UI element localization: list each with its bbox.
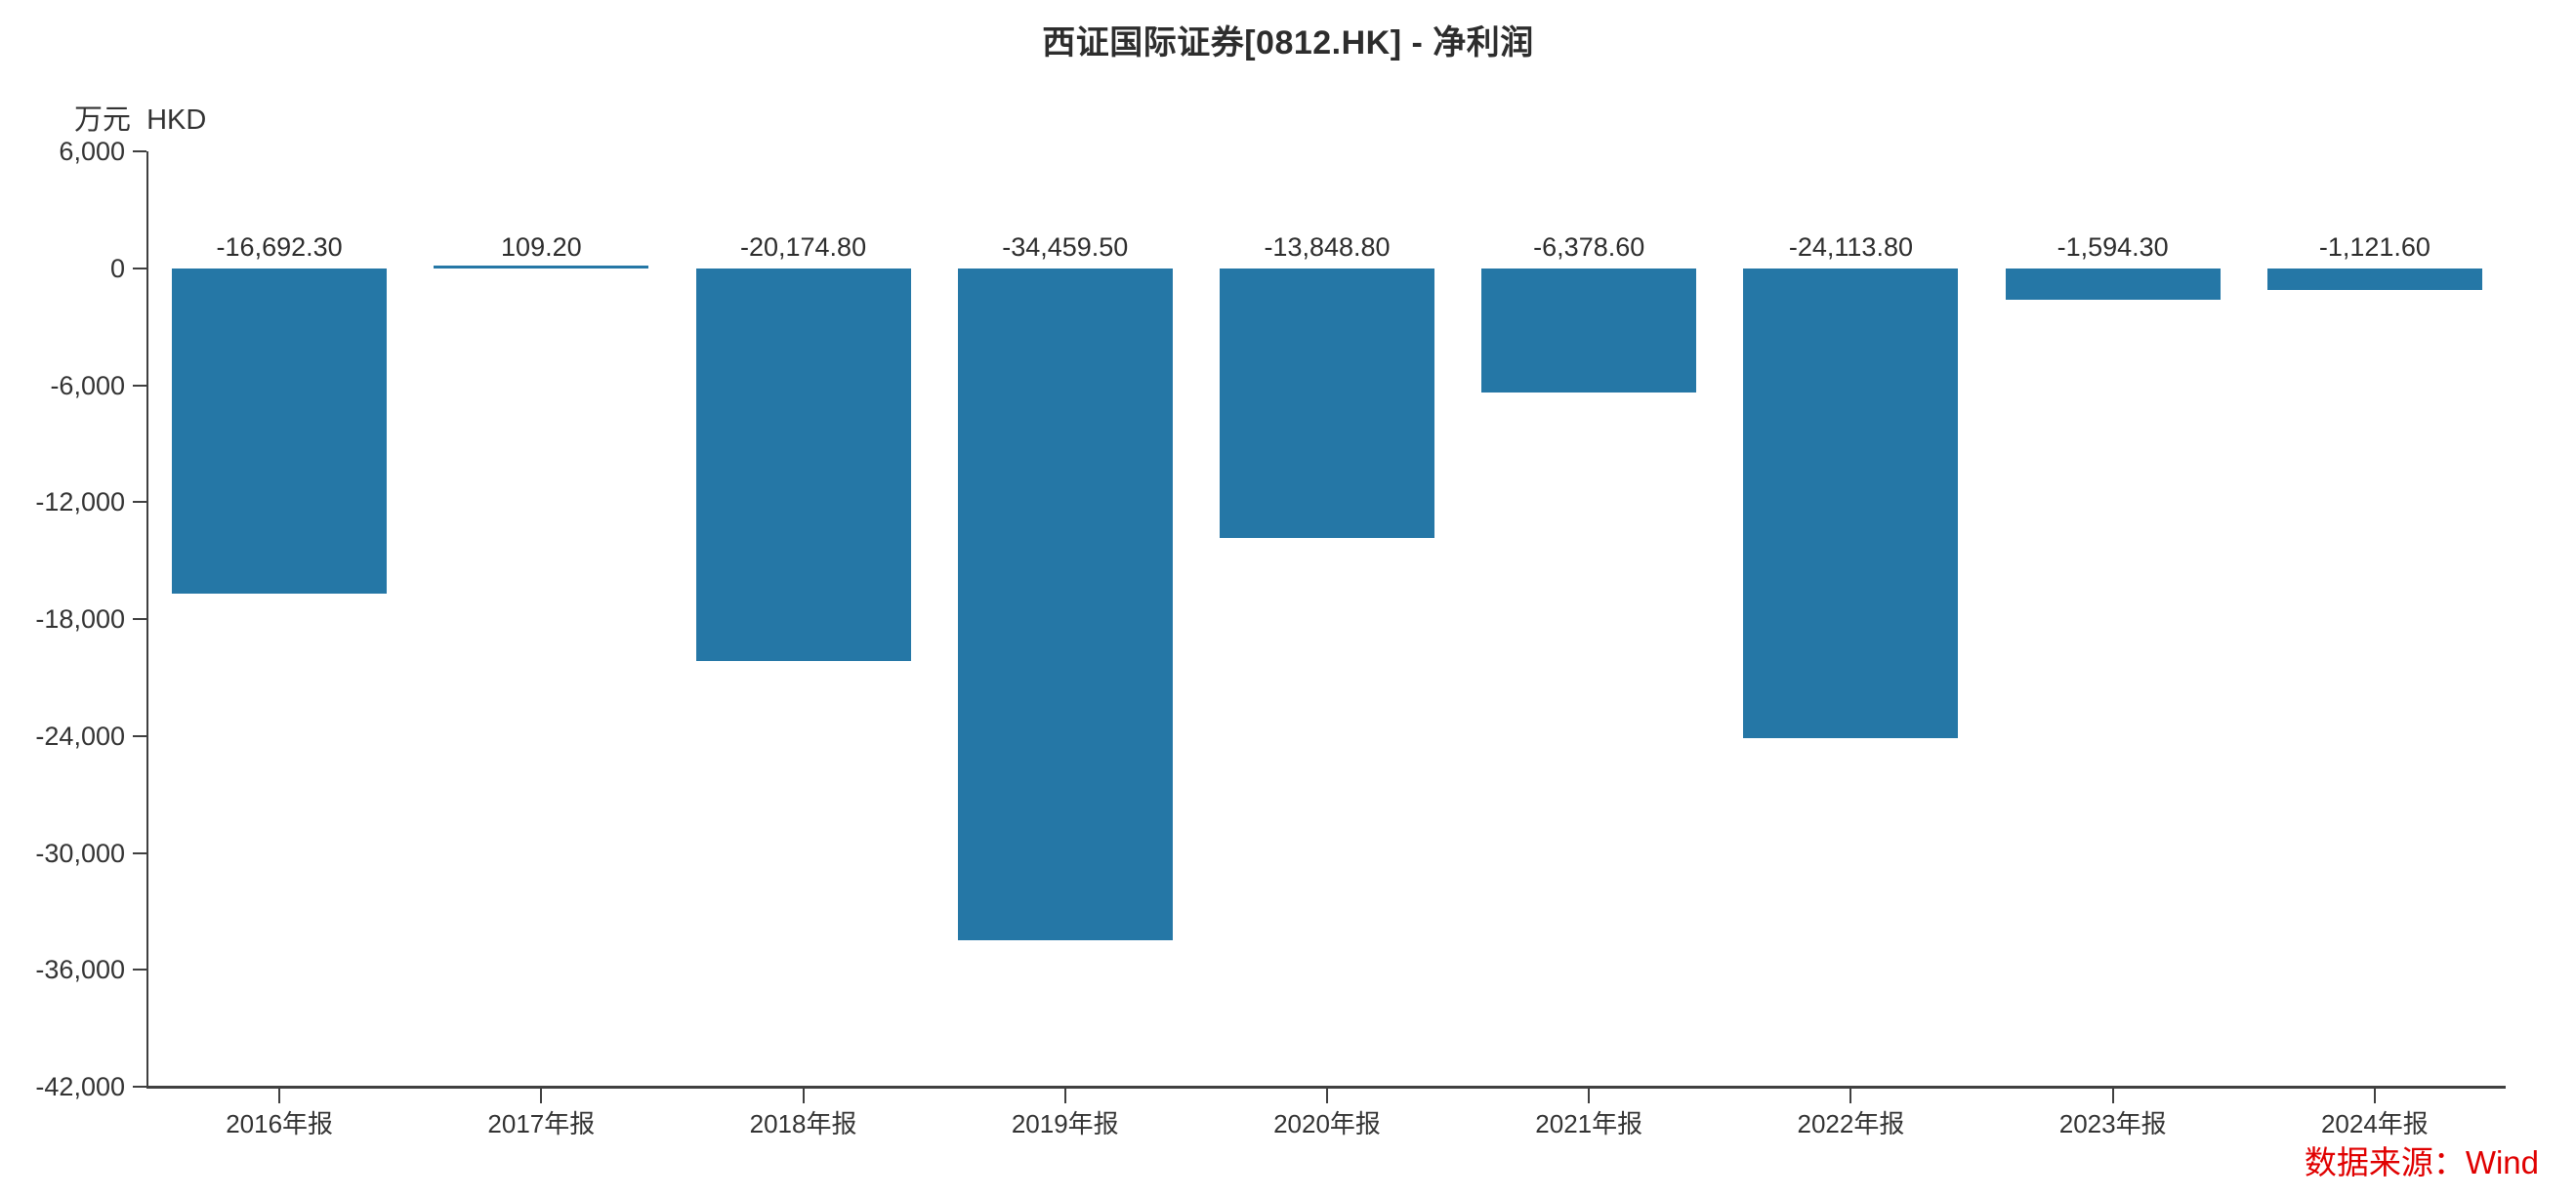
y-axis-tick-label: -30,000	[35, 838, 125, 868]
y-axis-tick-mark	[133, 851, 146, 854]
y-axis-tick-mark	[133, 384, 146, 387]
y-axis-tick-mark	[133, 501, 146, 504]
y-axis-tick-label: 0	[109, 253, 125, 283]
y-axis-line	[146, 151, 148, 1089]
x-axis-tick-mark	[2111, 1088, 2114, 1103]
bar-value-label: -20,174.80	[739, 231, 867, 262]
x-axis-tick-mark	[1326, 1088, 1328, 1103]
x-axis-tick-mark	[540, 1088, 543, 1103]
y-axis-tick-mark	[133, 969, 146, 972]
x-axis-tick-label: 2020年报	[1273, 1109, 1381, 1138]
x-axis-tick-label: 2016年报	[226, 1109, 334, 1138]
chart-title: 西证国际证券[0812.HK] - 净利润	[1042, 24, 1534, 62]
bar	[1481, 268, 1697, 393]
bar-value-label: -16,692.30	[216, 231, 343, 262]
bar-value-label: -1,121.60	[2318, 231, 2431, 262]
y-axis-tick-label: -12,000	[35, 487, 125, 517]
bar	[957, 268, 1173, 940]
x-axis-tick-mark	[1849, 1088, 1852, 1103]
y-axis-tick-mark	[133, 1086, 146, 1088]
bar	[2005, 268, 2221, 300]
x-axis-tick-mark	[2373, 1088, 2376, 1103]
bar-value-label: -6,378.60	[1533, 231, 1645, 262]
y-axis-tick-mark	[133, 150, 146, 152]
bar-value-label: -34,459.50	[1002, 231, 1129, 262]
bar	[172, 268, 388, 594]
bar	[434, 265, 649, 269]
x-axis-tick-label: 2022年报	[1797, 1109, 1905, 1138]
x-axis-tick-label: 2023年报	[2058, 1109, 2167, 1138]
y-axis-tick-label: -18,000	[35, 604, 125, 634]
x-axis-line	[146, 1086, 2506, 1089]
y-axis-tick-label: -36,000	[35, 955, 125, 985]
x-axis-tick-mark	[1063, 1088, 1066, 1103]
data-source-label: 数据来源：Wind	[2304, 1144, 2539, 1180]
y-axis-tick-label: -6,000	[50, 370, 125, 400]
bar-value-label: 109.20	[501, 231, 582, 262]
y-axis-unit-label: 万元 HKD	[74, 104, 207, 136]
y-axis-tick-label: -24,000	[35, 721, 125, 751]
bar-value-label: -1,594.30	[2057, 231, 2169, 262]
x-axis-tick-mark	[1588, 1088, 1591, 1103]
bar	[2266, 268, 2482, 291]
x-axis-tick-label: 2021年报	[1535, 1109, 1643, 1138]
bar	[1220, 268, 1434, 539]
bar-value-label: -13,848.80	[1264, 231, 1391, 262]
x-axis-tick-label: 2019年报	[1011, 1109, 1119, 1138]
x-axis-tick-mark	[802, 1088, 805, 1103]
x-axis-tick-label: 2024年报	[2320, 1109, 2429, 1138]
bar	[695, 268, 911, 662]
x-axis-tick-mark	[278, 1088, 281, 1103]
x-axis-tick-label: 2017年报	[487, 1109, 596, 1138]
y-axis-tick-mark	[133, 734, 146, 737]
y-axis-tick-mark	[133, 618, 146, 620]
y-axis-tick-label: -42,000	[35, 1072, 125, 1101]
y-axis-tick-label: 6,000	[59, 137, 125, 166]
bar-value-label: -24,113.80	[1788, 231, 1913, 262]
bar	[1743, 268, 1959, 739]
y-axis-tick-mark	[133, 267, 146, 269]
x-axis-tick-label: 2018年报	[749, 1109, 857, 1138]
